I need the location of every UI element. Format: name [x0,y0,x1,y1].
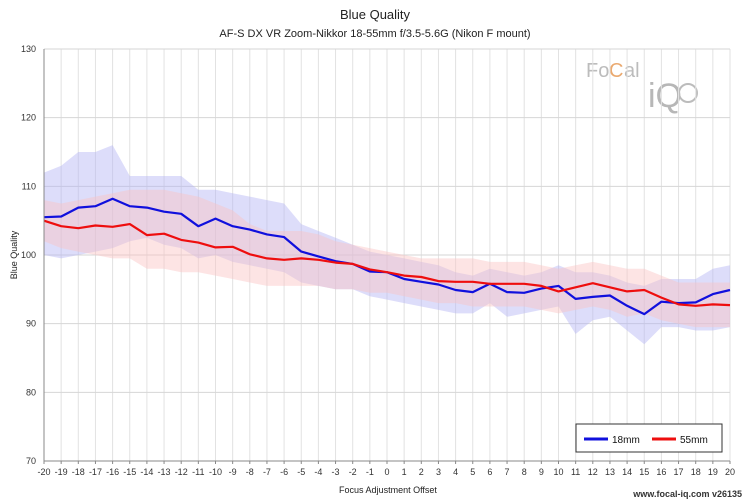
logo-text-mid: C [609,60,623,82]
footer-text: www.focal-iq.com v26135 [632,489,742,499]
x-tick-label: 14 [622,467,632,477]
logo-text-big: iQ [648,77,682,115]
chart-subtitle: AF-S DX VR Zoom-Nikkor 18-55mm f/3.5-5.6… [219,28,530,40]
x-tick-label: 0 [384,467,389,477]
y-axis-label: Blue Quality [9,230,19,279]
x-tick-label: 1 [402,467,407,477]
x-tick-label: -15 [123,467,136,477]
x-tick-label: 10 [553,467,563,477]
x-tick-label: 7 [505,467,510,477]
x-tick-label: 11 [571,467,580,477]
x-tick-label: -3 [332,467,340,477]
y-tick-label: 80 [26,387,36,397]
x-tick-label: 19 [708,467,718,477]
x-tick-label: 15 [639,467,649,477]
plot-area [43,48,731,462]
x-tick-label: 2 [419,467,424,477]
logo-text-right: al [624,60,640,82]
y-tick-label: 130 [21,44,36,54]
x-tick-label: -18 [72,467,85,477]
legend-label-55mm: 55mm [680,435,708,446]
x-tick-label: -10 [209,467,222,477]
x-tick-label: 12 [588,467,598,477]
logo-text-left: Fo [586,60,609,82]
x-tick-label: -16 [106,467,119,477]
x-tick-label: -9 [229,467,237,477]
x-tick-label: -11 [192,467,204,477]
x-tick-label: -6 [280,467,288,477]
series-band-55mm [44,189,730,328]
legend: 18mm 55mm [575,423,723,453]
x-tick-label: 17 [674,467,684,477]
chart-title: Blue Quality [340,7,411,22]
y-tick-label: 120 [21,113,36,123]
y-tick-label: 110 [22,181,36,191]
x-tick-label: 6 [487,467,492,477]
x-tick-label: -19 [55,467,68,477]
y-tick-label: 100 [21,250,36,260]
y-tick-label: 70 [26,456,36,466]
x-tick-label: 5 [470,467,475,477]
x-tick-label: -20 [37,467,50,477]
x-tick-label: 20 [725,467,735,477]
x-tick-label: 13 [605,467,615,477]
y-tick-label: 90 [26,319,36,329]
x-tick-label: 16 [656,467,666,477]
series-line-55mm [43,219,731,307]
x-tick-label: 3 [436,467,441,477]
x-tick-label: 4 [453,467,458,477]
x-axis-label: Focus Adjustment Offset [339,485,437,495]
focal-iq-logo: Fo C al iQ [586,60,698,115]
x-tick-label: -13 [158,467,171,477]
x-tick-label: -14 [140,467,153,477]
x-tick-label: -4 [314,467,322,477]
x-tick-label: 9 [539,467,544,477]
series-band-18mm [44,145,730,345]
x-tick-label: -7 [263,467,271,477]
legend-label-18mm: 18mm [612,435,640,446]
x-tick-label: -1 [366,467,374,477]
x-tick-label: -2 [349,467,357,477]
x-tick-label: 8 [522,467,527,477]
x-tick-label: -17 [89,467,102,477]
x-tick-label: 18 [691,467,701,477]
x-tick-label: -8 [246,467,254,477]
x-tick-label: -12 [175,467,188,477]
x-tick-label: -5 [297,467,305,477]
